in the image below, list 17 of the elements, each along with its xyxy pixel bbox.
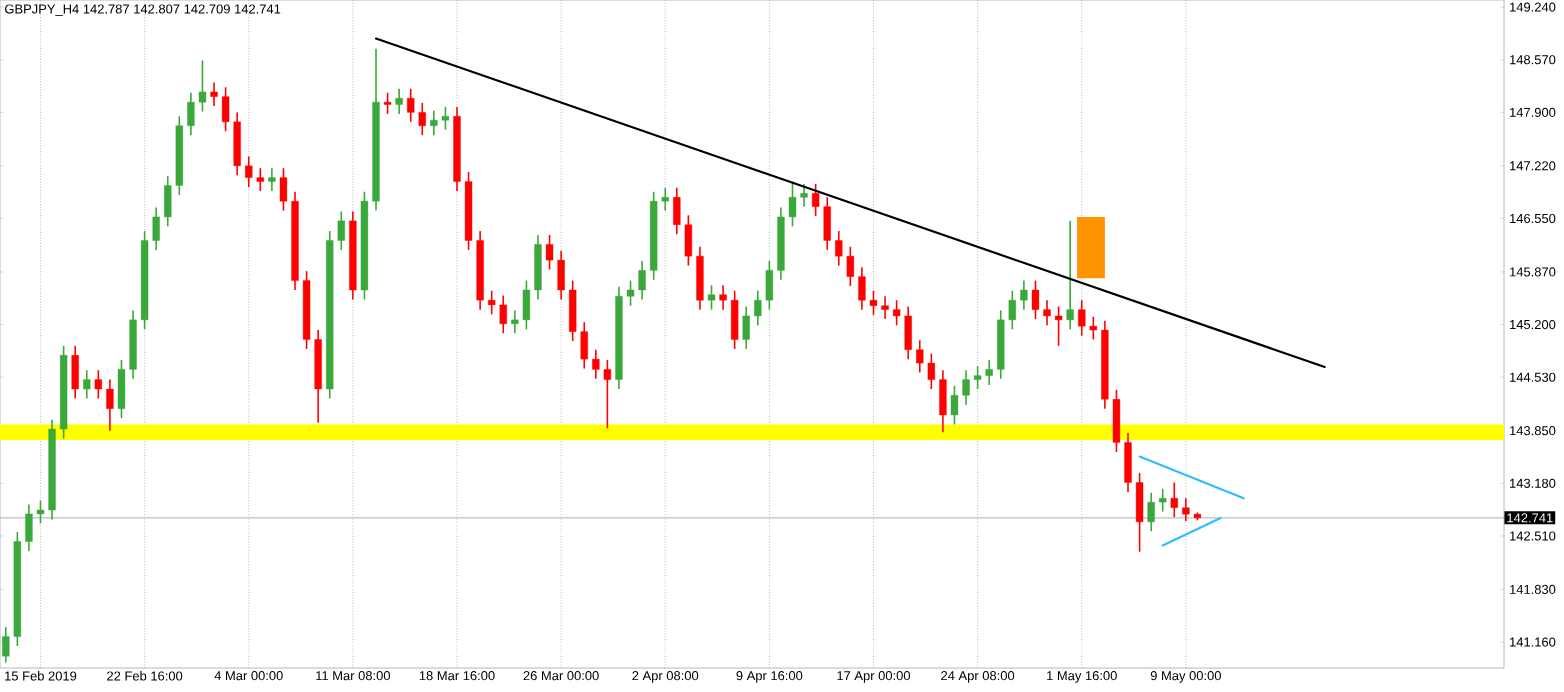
candlestick [83, 369, 91, 400]
candlestick [939, 369, 947, 434]
candlestick [106, 378, 114, 432]
candlestick [71, 344, 79, 400]
candlestick [742, 305, 750, 350]
candlestick [94, 369, 103, 400]
candlestick [707, 284, 716, 311]
candlestick [1066, 220, 1074, 331]
candlestick [1147, 491, 1155, 533]
candlestick [268, 167, 276, 192]
candlestick [730, 289, 739, 350]
candlestick [395, 88, 403, 115]
candlestick [719, 284, 727, 311]
candlestick [383, 91, 392, 115]
candlestick [1170, 481, 1178, 518]
candlestick [1020, 279, 1028, 311]
candlestick [1159, 488, 1167, 513]
